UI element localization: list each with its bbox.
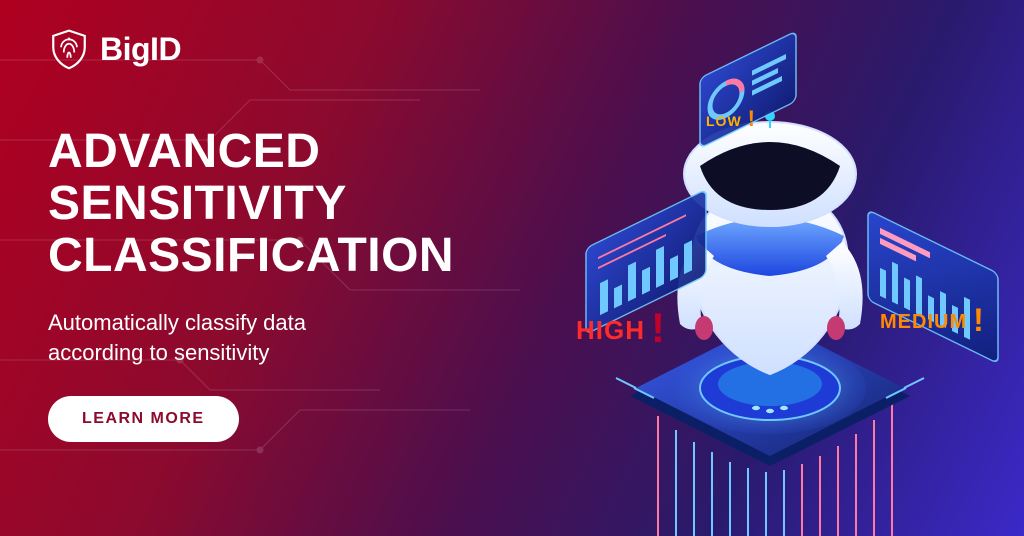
label-high-text: HIGH — [576, 315, 645, 346]
fingerprint-shield-icon — [48, 28, 90, 70]
headline-line: ADVANCED — [48, 126, 454, 178]
subhead-line: Automatically classify data — [48, 308, 306, 338]
label-medium-text: MEDIUM — [880, 311, 967, 334]
robot-illustration — [504, 0, 1024, 536]
brand-logo: BigID — [48, 28, 181, 70]
subheadline: Automatically classify data according to… — [48, 308, 306, 367]
headline-line: CLASSIFICATION — [48, 230, 454, 282]
headline-line: SENSITIVITY — [48, 178, 454, 230]
learn-more-button[interactable]: LEARN MORE — [48, 396, 239, 442]
subhead-line: according to sensitivity — [48, 338, 306, 368]
promo-banner: BigID ADVANCED SENSITIVITY CLASSIFICATIO… — [0, 0, 1024, 536]
robot-icon — [677, 111, 862, 374]
rails-icon — [658, 404, 892, 536]
label-high: HIGH ! — [576, 306, 666, 354]
label-low: LOW ! — [706, 108, 756, 134]
label-low-text: LOW — [706, 113, 742, 129]
label-medium: MEDIUM ! — [880, 304, 985, 341]
exclamation-icon: ! — [973, 302, 985, 339]
brand-name: BigID — [100, 31, 181, 68]
exclamation-icon: ! — [651, 304, 666, 352]
exclamation-icon: ! — [748, 106, 756, 132]
headline: ADVANCED SENSITIVITY CLASSIFICATION — [48, 126, 454, 281]
cta-label: LEARN MORE — [82, 410, 205, 427]
